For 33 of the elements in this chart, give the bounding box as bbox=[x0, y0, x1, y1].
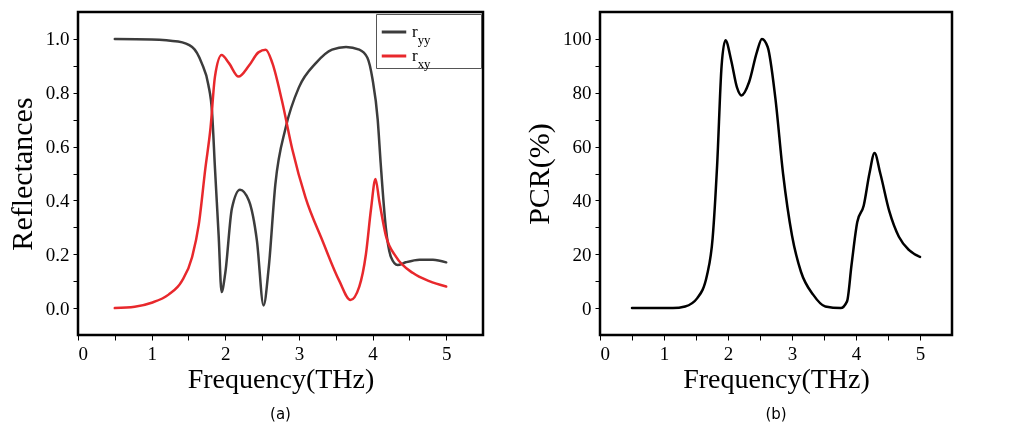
legend-label: r$_{xy}$ bbox=[412, 46, 432, 71]
y-tick-label: 1.0 bbox=[45, 28, 70, 50]
y-tick-label: 100 bbox=[563, 28, 592, 50]
x-tick-label: 1 bbox=[147, 342, 157, 364]
y-tick-label: 0.0 bbox=[45, 297, 70, 319]
x-tick-label: 0 bbox=[78, 342, 88, 364]
x-tick-label: 1 bbox=[659, 342, 670, 364]
x-tick-label: 4 bbox=[368, 342, 379, 364]
x-tick-label: 2 bbox=[221, 342, 231, 364]
y-tick-label: 0.6 bbox=[45, 136, 70, 158]
y-tick-label: 0.4 bbox=[45, 189, 70, 211]
text: (b) bbox=[765, 405, 787, 423]
x-tick-label: 5 bbox=[915, 342, 926, 364]
line-series bbox=[630, 37, 922, 310]
x-tick-label: 3 bbox=[787, 342, 798, 364]
text: (a) bbox=[270, 405, 291, 423]
x-axis-title: Frequency(THz) bbox=[683, 362, 870, 394]
y-tick-label: 80 bbox=[572, 82, 592, 104]
y-tick-label: 40 bbox=[572, 189, 592, 211]
y-axis-title: Reflectances bbox=[4, 97, 38, 251]
y-tick-label: 0.8 bbox=[45, 82, 70, 104]
x-tick-label: 2 bbox=[723, 342, 734, 364]
x-tick-label: 4 bbox=[851, 342, 862, 364]
x-tick-label: 0 bbox=[600, 342, 610, 364]
x-axis-title: Frequency(THz) bbox=[187, 362, 375, 394]
y-tick-label: 20 bbox=[572, 243, 592, 265]
x-tick-label: 3 bbox=[294, 342, 305, 364]
y-axis-title: PCR(%) bbox=[522, 123, 556, 225]
x-tick-label: 5 bbox=[441, 342, 452, 364]
y-tick-label: 0 bbox=[582, 297, 592, 319]
y-tick-label: 0.2 bbox=[45, 243, 70, 265]
y-tick-label: 60 bbox=[572, 136, 592, 158]
legend-label: r$_{yy}$ bbox=[412, 22, 432, 47]
